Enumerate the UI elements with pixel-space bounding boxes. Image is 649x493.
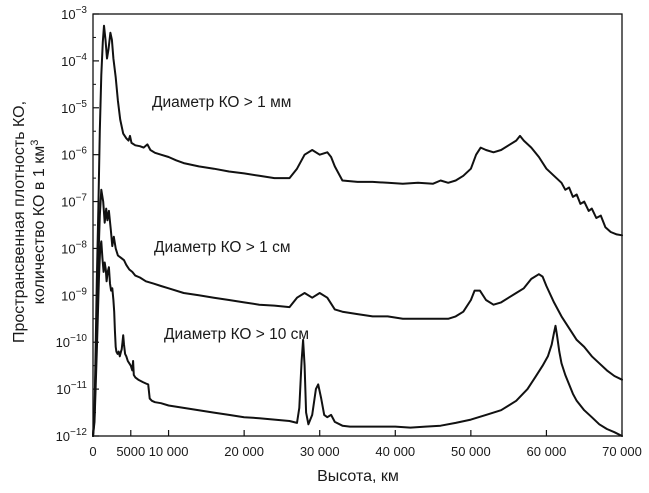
plot-area bbox=[92, 13, 623, 437]
series-label-1cm: Диаметр КО > 1 см bbox=[154, 239, 290, 256]
x-tick-label: 20 000 bbox=[224, 444, 264, 459]
series-line-1mm bbox=[92, 24, 623, 437]
y-tick-label: 10−4 bbox=[61, 52, 87, 69]
y-axis-label-line1: Пространсвенная плотность КО, bbox=[11, 101, 28, 343]
series-lines bbox=[92, 24, 623, 437]
y-axis-label-line2: количество КО в 1 км bbox=[31, 146, 48, 305]
x-tick-label: 40 000 bbox=[375, 444, 415, 459]
series-line-10cm bbox=[92, 240, 623, 437]
y-tick-label: 10−7 bbox=[61, 193, 87, 210]
series-line-1cm bbox=[92, 188, 623, 437]
y-tick-label: 10−5 bbox=[61, 99, 87, 116]
y-tick-label: 10−9 bbox=[61, 286, 87, 303]
x-axis-ticks: 0 5000 10 000 20 000 30 000 40 000 50 000 60 00… bbox=[89, 430, 642, 459]
x-tick-label: 0 bbox=[89, 444, 96, 459]
y-tick-label: 10−6 bbox=[61, 146, 87, 163]
x-axis-label: Высота, км bbox=[317, 468, 399, 485]
x-tick-label: 30 000 bbox=[300, 444, 340, 459]
y-tick-label: 10−10 bbox=[56, 333, 88, 350]
x-tick-label: 50 000 bbox=[451, 444, 491, 459]
x-tick-label: 10 000 bbox=[149, 444, 189, 459]
y-tick-label: 10−12 bbox=[56, 427, 88, 444]
x-tick-label: 5000 bbox=[116, 444, 145, 459]
y-axis-ticks: 10−3 10−4 10−5 10−6 10−7 10−8 10−9 10−10 10−11 10… bbox=[56, 5, 99, 444]
y-tick-label: 10−3 bbox=[61, 5, 87, 22]
series-label-10cm: Диаметр КО > 10 см bbox=[164, 326, 309, 343]
x-tick-label: 70 000 bbox=[602, 444, 642, 459]
y-tick-label: 10−8 bbox=[61, 239, 87, 256]
series-label-1mm: Диаметр КО > 1 мм bbox=[152, 94, 291, 111]
y-tick-label: 10−11 bbox=[56, 380, 87, 397]
y-axis-label-line2-group: количество КО в 1 км3 bbox=[29, 140, 48, 305]
x-tick-label: 60 000 bbox=[527, 444, 567, 459]
y-axis-label: Пространсвенная плотность КО, bbox=[11, 101, 28, 343]
y-axis-label-2: количество КО в 1 км3 bbox=[29, 140, 48, 305]
y-axis-label-sup: 3 bbox=[29, 140, 41, 146]
